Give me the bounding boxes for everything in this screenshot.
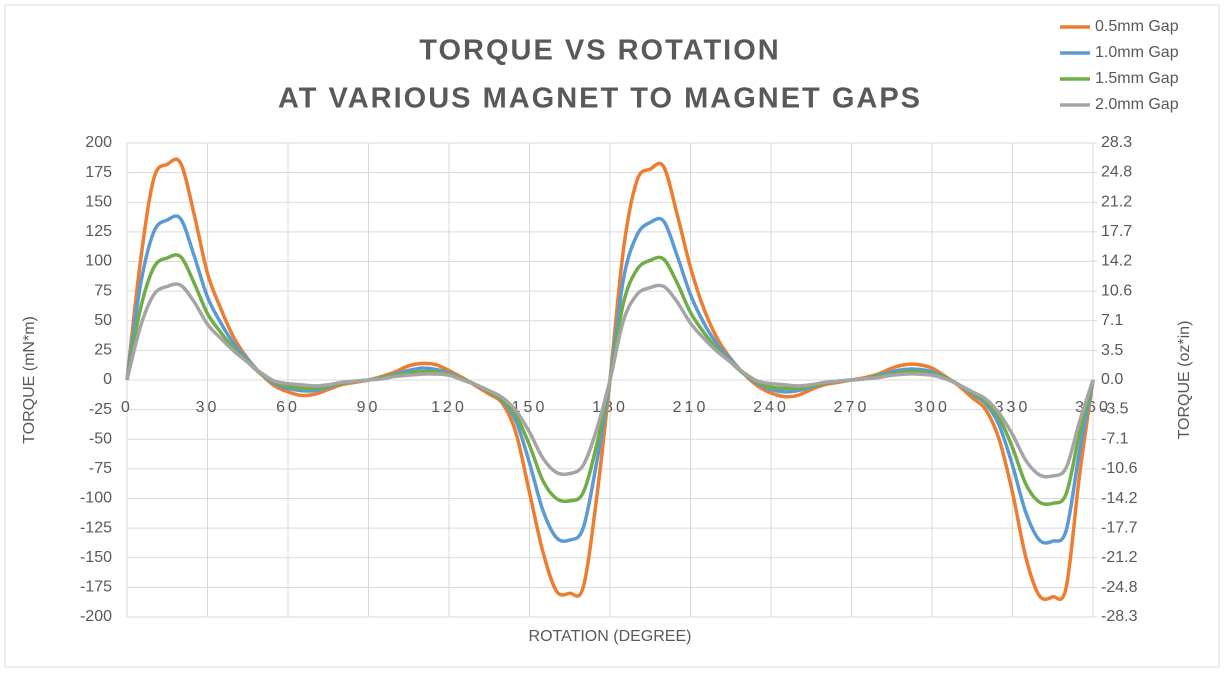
x-tick-label: 270 <box>834 399 870 416</box>
legend-label: 0.5mm Gap <box>1095 18 1179 35</box>
y-tick-label: -175 <box>80 579 112 596</box>
x-tick-label: 240 <box>753 399 789 416</box>
y-tick-label: 0 <box>103 371 112 388</box>
y2-tick-label: -3.5 <box>1101 401 1129 418</box>
chart-title: TORQUE VS ROTATION <box>419 35 780 67</box>
y-tick-label: -25 <box>89 401 112 418</box>
y-tick-label: 175 <box>85 164 112 181</box>
y-tick-label: -50 <box>89 430 112 447</box>
x-tick-label: 120 <box>431 399 467 416</box>
y-tick-label: 75 <box>94 282 112 299</box>
y2-tick-label: -14.2 <box>1101 490 1138 507</box>
y-tick-label: -75 <box>89 460 112 477</box>
x-tick-label: 210 <box>673 399 709 416</box>
y-tick-label: 50 <box>94 312 112 329</box>
y2-tick-label: 21.2 <box>1101 194 1132 211</box>
y-tick-label: 100 <box>85 253 112 270</box>
y2-tick-label: 0.0 <box>1101 371 1123 388</box>
y2-tick-label: -21.2 <box>1101 549 1138 566</box>
x-tick-label: 180 <box>592 399 628 416</box>
x-tick-label: 0 <box>121 399 133 416</box>
legend-label: 1.5mm Gap <box>1095 70 1179 87</box>
y2-tick-label: 24.8 <box>1101 164 1132 181</box>
y2-tick-label: 17.7 <box>1101 223 1132 240</box>
y-axis-label: TORQUE (mN*m) <box>21 316 38 444</box>
x-tick-label: 300 <box>914 399 950 416</box>
legend-label: 2.0mm Gap <box>1095 96 1179 113</box>
y2-tick-label: 28.3 <box>1101 134 1132 151</box>
y-tick-label: -125 <box>80 519 112 536</box>
x-tick-label: 330 <box>995 399 1031 416</box>
x-tick-label: 90 <box>357 399 381 416</box>
y2-tick-label: -17.7 <box>1101 519 1138 536</box>
y2-tick-label: 14.2 <box>1101 252 1132 269</box>
y-tick-label: -200 <box>80 608 112 625</box>
series-line <box>125 282 1095 479</box>
y2-tick-label: -28.3 <box>1101 608 1138 625</box>
y2-tick-label: -7.1 <box>1101 431 1129 448</box>
y-tick-label: 200 <box>85 134 112 151</box>
y-tick-label: -100 <box>80 490 112 507</box>
y-tick-label: 150 <box>85 193 112 210</box>
x-tick-label: 60 <box>276 399 300 416</box>
y2-axis-label: TORQUE (oz*in) <box>1176 321 1193 440</box>
x-tick-label: 30 <box>196 399 220 416</box>
x-tick-label: 150 <box>512 399 548 416</box>
y2-tick-label: -10.6 <box>1101 460 1138 477</box>
chart-title: AT VARIOUS MAGNET TO MAGNET GAPS <box>278 83 922 115</box>
y-tick-label: 125 <box>85 223 112 240</box>
y2-tick-label: 7.1 <box>1101 312 1123 329</box>
x-axis-label: ROTATION (DEGREE) <box>529 628 692 645</box>
y2-tick-label: 10.6 <box>1101 282 1132 299</box>
legend-label: 1.0mm Gap <box>1095 44 1179 61</box>
y-tick-label: -150 <box>80 549 112 566</box>
y2-tick-label: -24.8 <box>1101 579 1138 596</box>
y2-tick-label: 3.5 <box>1101 342 1123 359</box>
y-tick-label: 25 <box>94 342 112 359</box>
